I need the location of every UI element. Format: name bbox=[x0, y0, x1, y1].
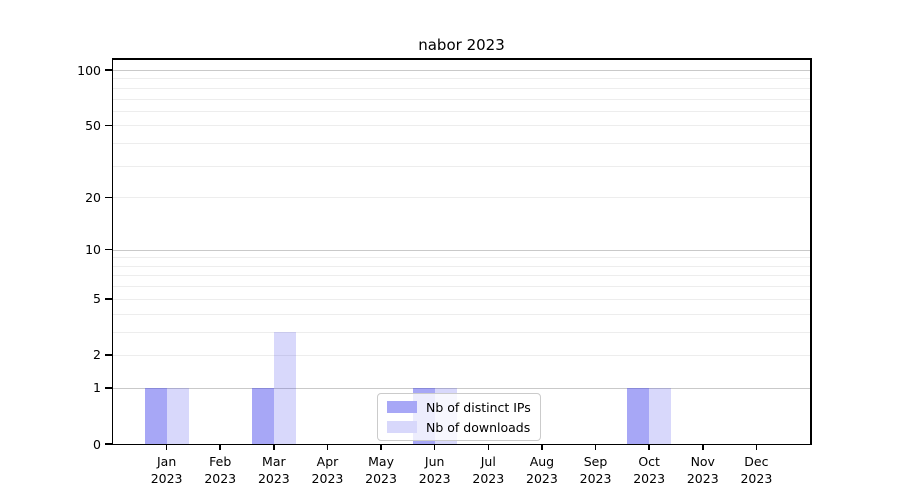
gridline-minor bbox=[113, 98, 810, 100]
bar-nb-of-downloads-oct bbox=[649, 387, 672, 444]
bar-nb-of-downloads-mar bbox=[273, 331, 296, 444]
gridline-minor bbox=[113, 313, 810, 315]
x-tickmark bbox=[219, 445, 221, 450]
x-tick-label: Mar 2023 bbox=[257, 454, 290, 486]
x-tickmark bbox=[165, 445, 168, 450]
x-tick-label: Oct 2023 bbox=[633, 454, 666, 486]
gridline-major bbox=[113, 387, 810, 389]
legend-item-distinct-ips: Nb of distinct IPs bbox=[387, 399, 531, 415]
legend-label-downloads: Nb of downloads bbox=[426, 419, 531, 435]
chart-title: nabor 2023 bbox=[418, 36, 505, 54]
gridline-minor bbox=[113, 78, 810, 80]
gridline-minor bbox=[113, 257, 810, 259]
top-spine bbox=[111, 58, 812, 60]
legend-swatch-downloads bbox=[387, 421, 417, 433]
bar-nb-of-distinct-ips-oct bbox=[627, 387, 650, 444]
gridline-minor bbox=[113, 125, 810, 127]
plot-area bbox=[113, 59, 810, 444]
gridline-minor bbox=[113, 354, 810, 356]
x-tickmark bbox=[541, 445, 543, 450]
x-tickmark bbox=[755, 445, 758, 450]
x-tick-label: Jan 2023 bbox=[150, 454, 183, 486]
y-tickmark bbox=[105, 69, 112, 71]
gridline-minor bbox=[113, 87, 810, 89]
legend: Nb of distinct IPs Nb of downloads bbox=[377, 393, 541, 441]
right-spine bbox=[810, 58, 812, 445]
x-tick-label: Jul 2023 bbox=[472, 454, 505, 486]
y-tickmark bbox=[105, 387, 112, 389]
y-tickmark bbox=[105, 298, 112, 300]
x-tickmark bbox=[380, 445, 382, 450]
gridline-major bbox=[113, 249, 810, 251]
y-tickmark bbox=[105, 196, 112, 199]
y-tickmark bbox=[105, 354, 112, 356]
gridline-minor bbox=[113, 197, 810, 199]
x-tickmark bbox=[273, 445, 275, 450]
x-tickmark bbox=[433, 445, 436, 450]
gridline-major bbox=[113, 70, 810, 71]
y-tickmark bbox=[105, 443, 112, 445]
gridline-minor bbox=[113, 265, 810, 267]
gridline-minor bbox=[113, 143, 810, 145]
x-tick-label: Dec 2023 bbox=[740, 454, 773, 486]
gridline-minor bbox=[113, 110, 810, 112]
x-tickmark bbox=[702, 445, 704, 450]
x-tick-label: Sep 2023 bbox=[579, 454, 612, 486]
bar-nb-of-distinct-ips-mar bbox=[251, 387, 274, 444]
x-tickmark bbox=[594, 445, 597, 450]
legend-item-downloads: Nb of downloads bbox=[387, 419, 531, 435]
y-tick-label: 20 bbox=[85, 189, 101, 205]
x-tick-label: Nov 2023 bbox=[686, 454, 719, 486]
y-tick-label: 2 bbox=[93, 347, 101, 363]
y-tickmark bbox=[105, 124, 112, 127]
x-tickmark bbox=[487, 445, 490, 450]
y-tick-label: 10 bbox=[85, 242, 101, 258]
y-tickmark bbox=[105, 248, 112, 251]
bar-nb-of-distinct-ips-jan bbox=[144, 387, 167, 444]
y-tick-label: 0 bbox=[93, 436, 101, 452]
x-tick-label: Apr 2023 bbox=[311, 454, 344, 486]
gridline-minor bbox=[113, 165, 810, 167]
x-tick-label: Jun 2023 bbox=[418, 454, 451, 486]
gridline-minor bbox=[113, 275, 810, 277]
gridline-minor bbox=[113, 286, 810, 288]
y-axis-spine bbox=[111, 58, 113, 445]
x-tick-label: Aug 2023 bbox=[526, 454, 558, 486]
x-tickmark bbox=[326, 445, 329, 450]
gridline-minor bbox=[113, 331, 810, 333]
x-tickmark bbox=[648, 445, 650, 450]
y-tick-label: 1 bbox=[93, 380, 101, 396]
x-tick-label: May 2023 bbox=[365, 454, 397, 486]
x-axis-spine bbox=[111, 443, 812, 445]
x-tick-label: Feb 2023 bbox=[204, 454, 237, 486]
legend-label-distinct-ips: Nb of distinct IPs bbox=[426, 399, 531, 415]
legend-swatch-distinct-ips bbox=[387, 401, 417, 413]
bar-nb-of-downloads-jan bbox=[166, 387, 189, 444]
y-tick-label: 50 bbox=[85, 117, 101, 133]
gridline-minor bbox=[113, 298, 810, 300]
y-tick-label: 5 bbox=[93, 291, 101, 307]
y-tick-label: 100 bbox=[77, 62, 101, 78]
